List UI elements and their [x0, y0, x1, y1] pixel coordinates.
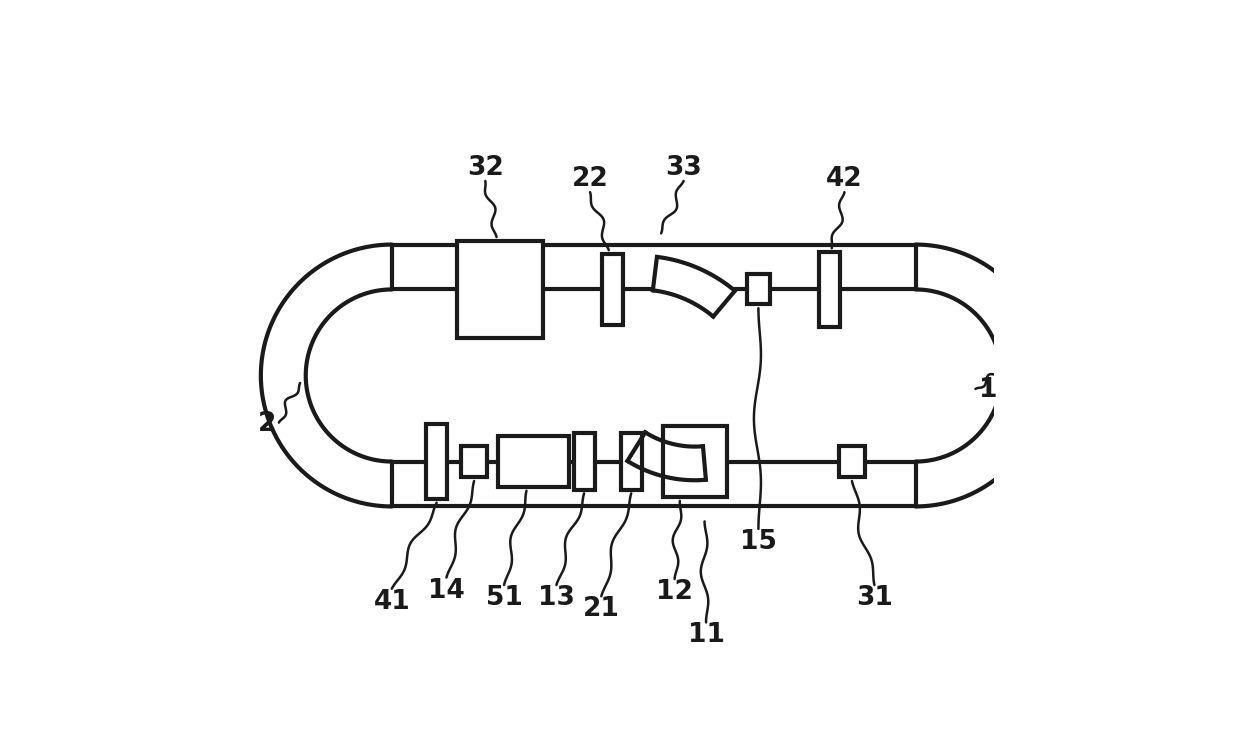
Text: 21: 21 [583, 596, 620, 623]
Text: 22: 22 [572, 166, 609, 192]
Text: 1: 1 [980, 378, 998, 403]
Text: 15: 15 [740, 529, 776, 555]
Text: 32: 32 [467, 155, 503, 181]
Bar [621, 433, 641, 490]
Text: 12: 12 [656, 579, 693, 605]
Bar [458, 241, 543, 338]
Text: 13: 13 [538, 585, 575, 611]
Text: 42: 42 [826, 166, 863, 192]
Text: 51: 51 [486, 585, 522, 611]
Text: 11: 11 [687, 623, 724, 648]
Polygon shape [627, 433, 706, 480]
Text: 41: 41 [373, 589, 410, 615]
Polygon shape [652, 257, 735, 317]
Text: 2: 2 [258, 411, 275, 437]
Bar [748, 274, 770, 304]
Bar [663, 426, 727, 497]
Bar [427, 424, 448, 499]
Bar [838, 446, 866, 477]
Bar [498, 436, 569, 487]
Bar [820, 252, 839, 327]
Bar [461, 446, 487, 477]
Text: 14: 14 [428, 578, 465, 604]
Bar [603, 254, 622, 325]
Text: 33: 33 [665, 155, 702, 181]
Text: 31: 31 [856, 585, 893, 611]
Bar [574, 433, 594, 490]
